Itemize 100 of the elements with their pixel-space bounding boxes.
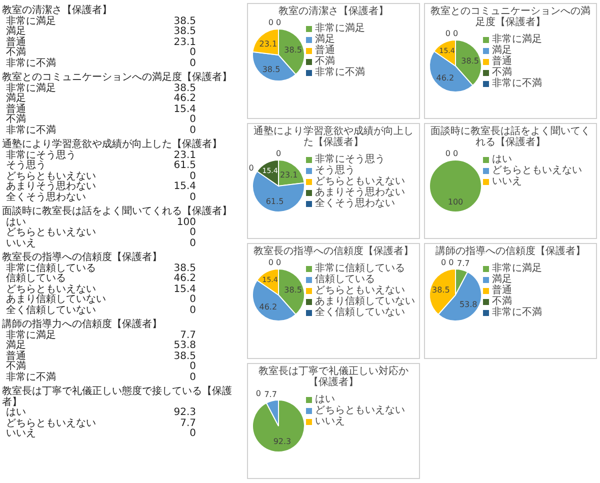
text: 教室の清潔さ【保護者】	[2, 5, 113, 16]
legend-label: いいえ	[315, 416, 345, 427]
legend-label: 非常に信頼している	[315, 263, 405, 274]
data-label: 0	[445, 29, 450, 38]
data-label: 0	[188, 228, 196, 238]
data-label: 0	[276, 149, 282, 158]
pie-slice	[252, 400, 305, 452]
data-label: 53.8	[172, 341, 196, 352]
data-label: 38.5	[172, 16, 196, 26]
category-label: 全くそう思わない	[5, 192, 87, 203]
legend-label: あまり信頼していない	[315, 296, 415, 307]
data-label: 38.5	[284, 45, 302, 54]
data-label: 61.5	[172, 161, 196, 172]
legend-label: 非常に不満	[492, 307, 542, 318]
data-label: 0	[188, 48, 196, 58]
legend-label: 信頼している	[315, 274, 375, 285]
category-label: 非常に信頼している	[5, 262, 97, 274]
legend-label: あまりそう思わない	[315, 187, 405, 198]
category-label: はい	[5, 407, 27, 418]
legend-label: そう思う	[315, 165, 355, 176]
category-label: 全く信頼していない	[5, 304, 97, 316]
data-label: 0	[452, 29, 458, 38]
data-label: 0	[248, 163, 254, 172]
legend-label: 満足	[315, 34, 335, 45]
legend-label: 満足	[492, 274, 512, 285]
data-label: 0	[188, 372, 196, 383]
category-label: あまり信頼していない	[5, 294, 107, 305]
data-label: 7.7	[179, 418, 196, 428]
category-label: いいえ	[5, 238, 37, 249]
data-label: 0	[188, 238, 196, 249]
data-label: 7.7	[457, 258, 470, 268]
data-label: 46.2	[259, 302, 278, 312]
data-label: 7.7	[179, 330, 196, 340]
data-label: 0	[268, 258, 274, 267]
legend-label: 全くそう思わない	[315, 198, 395, 209]
data-label: 0	[188, 58, 196, 69]
legend-label: 非常にそう思う	[315, 154, 385, 165]
data-label: 0	[452, 149, 458, 158]
data-label: 53.8	[459, 300, 478, 309]
data-label: 23.1	[172, 38, 196, 48]
data-label: 7.7	[264, 390, 277, 399]
data-label: 0	[188, 362, 196, 372]
category-label: 非常に不満	[5, 372, 57, 383]
legend-label: 非常に満足	[315, 23, 365, 34]
category-label: どちらともいえない	[5, 227, 97, 238]
data-label: 0	[188, 172, 196, 182]
data-label: 38.5	[284, 285, 302, 294]
data-label: 0	[256, 389, 261, 398]
category-label: 非常に満足	[5, 82, 57, 94]
category-label: 不満	[5, 47, 27, 58]
legend-label: 普通	[315, 45, 335, 56]
data-label: 23.1	[280, 170, 298, 180]
category-label: 満足	[5, 93, 27, 104]
legend-label: 非常に満足	[492, 263, 542, 274]
data-label: 100	[448, 198, 464, 207]
legend-label: 非常に不満	[315, 67, 365, 78]
data-label: 0	[276, 18, 282, 27]
data-label: 0	[448, 258, 454, 267]
category-label: 不満	[5, 361, 27, 372]
legend-label: 非常に不満	[492, 78, 542, 89]
text: 教室長の指導への信頼度【保護者】	[2, 252, 163, 263]
data-label: 38.5	[172, 84, 196, 94]
legend-label: 普通	[492, 285, 512, 296]
category-label: 非常に不満	[5, 58, 57, 69]
chart-title: 面談時に教室長は話をよく聞いてくれる【保護者】	[430, 124, 592, 148]
category-label: 普通	[5, 104, 27, 114]
data-label: 46.2	[436, 74, 454, 83]
data-label: 0	[188, 115, 196, 126]
category-label: そう思う	[5, 160, 47, 172]
data-label: 61.5	[266, 197, 284, 206]
data-label: 38.5	[262, 64, 280, 74]
category-label: 不満	[5, 114, 27, 125]
data-label: 46.2	[172, 274, 196, 284]
chart-title: 教室とのコミュニケーションへの満足度【保護者】	[430, 4, 592, 28]
data-label: 15.4	[172, 104, 196, 114]
legend-label: 普通	[492, 56, 512, 67]
category-label: 満足	[5, 26, 27, 37]
legend-label: 全く信頼していない	[315, 307, 405, 318]
data-label: 15.4	[172, 284, 196, 294]
data-label: 0	[441, 258, 446, 267]
data-label: 0	[268, 18, 274, 27]
legend-label: どちらともいえない	[315, 405, 405, 416]
legend-label: どちらともいえない	[315, 176, 405, 187]
text: 面談時に教室長は話をよく聞いてくれる【保護者】	[2, 206, 233, 218]
category-label: 非常に満足	[5, 330, 57, 340]
legend-label: はい	[492, 154, 512, 165]
data-label: 92.3	[172, 408, 196, 418]
category-label: 非常に不満	[5, 124, 57, 136]
category-label: 満足	[5, 340, 27, 351]
category-label: 普通	[5, 36, 27, 48]
data-label: 46.2	[172, 94, 196, 104]
category-label: 信頼している	[5, 273, 67, 284]
category-label: 非常にそう思う	[5, 150, 77, 160]
chart-title: 教室の清潔さ【保護者】	[278, 4, 390, 17]
text: 講師の指導力への信頼度【保護者】	[2, 319, 163, 330]
chart-title: 教室長は丁寧で礼儀正しい対応か【保護者】	[258, 364, 410, 388]
legend-label: 不満	[315, 56, 335, 67]
category-label: どちらともいえない	[5, 170, 97, 182]
legend-label: 不満	[492, 67, 512, 78]
data-label: 0	[188, 192, 196, 203]
